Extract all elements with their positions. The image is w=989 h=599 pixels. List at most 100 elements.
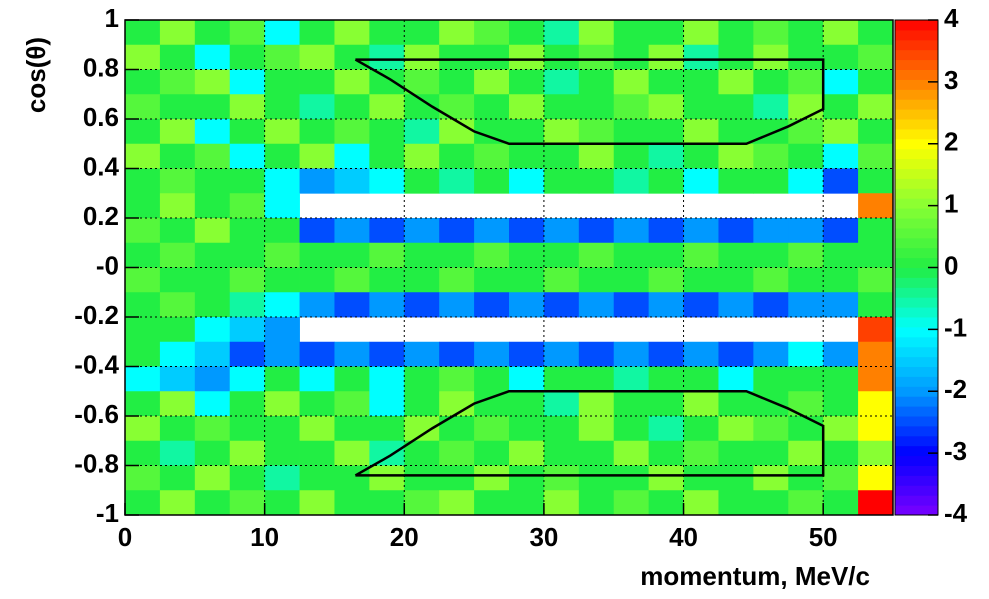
colorbar-swatch (895, 376, 938, 387)
heatmap-cell (474, 465, 510, 491)
heatmap-cell (194, 20, 231, 46)
heatmap-cell (858, 465, 894, 491)
heatmap-cell (509, 20, 545, 46)
heatmap-cell (194, 416, 231, 442)
heatmap-cell (159, 20, 196, 46)
heatmap-cell (578, 69, 615, 95)
colorbar-swatch (895, 79, 938, 90)
heatmap-cell (753, 440, 789, 466)
heatmap-cell (369, 341, 405, 367)
heatmap-cell (543, 94, 580, 120)
colorbar-swatch (895, 237, 938, 249)
heatmap-cell (404, 218, 440, 244)
heatmap-cell (578, 440, 615, 466)
heatmap-cell (229, 69, 266, 95)
heatmap-cell (439, 366, 475, 392)
heatmap-cell (404, 168, 440, 194)
heatmap-cell (369, 391, 405, 417)
heatmap-cell (823, 242, 859, 268)
heatmap-cell (474, 119, 510, 145)
heatmap-cell (334, 119, 370, 145)
heatmap-cell (125, 440, 161, 466)
heatmap-cell (159, 465, 196, 491)
heatmap-cell (369, 416, 405, 442)
colorbar-swatch (895, 386, 938, 397)
heatmap-cell (543, 242, 580, 268)
heatmap-cell (299, 44, 335, 70)
heatmap-cell (753, 416, 789, 442)
heatmap-cell (439, 168, 475, 194)
heatmap-cell (159, 168, 196, 194)
heatmap-cell (718, 292, 754, 318)
colorbar-swatch (895, 435, 938, 447)
heatmap-cell (683, 94, 719, 120)
colorbar-swatch (895, 109, 938, 120)
heatmap-cell (509, 44, 545, 70)
heatmap-cell (229, 391, 266, 417)
heatmap-cell (194, 168, 231, 194)
heatmap-cell (648, 490, 684, 516)
heatmap-cell (788, 242, 824, 268)
heatmap-cell (369, 490, 405, 516)
colorbar-swatch (895, 227, 938, 239)
y-tick-label: -0.2 (74, 300, 119, 330)
heatmap-cell (334, 69, 370, 95)
heatmap-cell (718, 242, 754, 268)
heatmap-cell (718, 267, 754, 293)
heatmap-cell (439, 69, 475, 95)
heatmap-cell (125, 267, 161, 293)
heatmap-cell (823, 292, 859, 318)
heatmap-cell (509, 242, 545, 268)
heatmap-cell (474, 242, 510, 268)
heatmap-cell (264, 242, 300, 268)
heatmap-cell (753, 44, 789, 70)
colorbar-tick-label: -4 (944, 498, 968, 528)
heatmap-cell (334, 292, 370, 318)
heatmap-cell (543, 416, 580, 442)
colorbar-swatch (895, 148, 938, 160)
heatmap-cell (404, 391, 440, 417)
colorbar-swatch (895, 247, 938, 259)
heatmap-cell (578, 292, 615, 318)
heatmap-cell (404, 292, 440, 318)
heatmap-cell (613, 391, 650, 417)
heatmap-cell (404, 366, 440, 392)
colorbar-swatch (895, 128, 938, 140)
heatmap-cell (334, 366, 370, 392)
heatmap-cell (613, 218, 650, 244)
heatmap-cell (194, 242, 231, 268)
heatmap-cell (299, 218, 335, 244)
heatmap-cell (474, 490, 510, 516)
heatmap-cell (753, 366, 789, 392)
heatmap-cell (439, 341, 475, 367)
heatmap-cell (439, 440, 475, 466)
colorbar-tick-label: 0 (944, 250, 958, 280)
colorbar-swatch (895, 29, 938, 41)
x-tick-label: 20 (390, 522, 419, 552)
heatmap-cell (683, 119, 719, 145)
heatmap-cell (543, 391, 580, 417)
heatmap-cell (578, 94, 615, 120)
heatmap-cell (125, 193, 161, 219)
colorbar-swatch (895, 485, 938, 496)
heatmap-cell (648, 44, 684, 70)
heatmap-cell (159, 119, 196, 145)
heatmap-cell (578, 242, 615, 268)
heatmap-cell (369, 267, 405, 293)
heatmap-cell (125, 341, 161, 367)
heatmap-cell (613, 366, 650, 392)
heatmap-cell (125, 416, 161, 442)
heatmap-cell (543, 20, 580, 46)
heatmap-cell (858, 119, 894, 145)
y-tick-label: -1 (96, 498, 119, 528)
heatmap-cell (439, 119, 475, 145)
heatmap-cell (229, 416, 266, 442)
heatmap-cell (264, 440, 300, 466)
heatmap-cell (718, 94, 754, 120)
y-tick-label: 0.4 (83, 151, 120, 181)
colorbar-swatch (895, 208, 938, 219)
heatmap-cell (404, 44, 440, 70)
heatmap-cell (648, 20, 684, 46)
heatmap-cell (404, 20, 440, 46)
heatmap-cell (159, 267, 196, 293)
